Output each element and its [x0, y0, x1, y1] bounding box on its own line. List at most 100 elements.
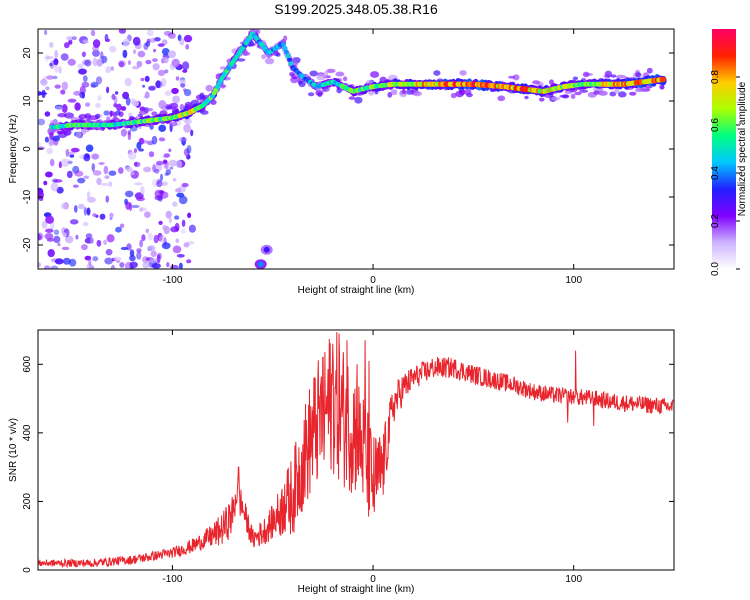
noise-blob: [146, 38, 151, 44]
noise-blob: [43, 76, 47, 83]
ridge-halo: [579, 89, 589, 93]
snr-ticks: -100 0 100 0 200 400 600: [22, 330, 674, 585]
noise-blob: [144, 211, 151, 218]
noise-blob: [110, 264, 116, 269]
noise-blob: [65, 148, 70, 157]
ridge-halo: [614, 87, 620, 94]
noise-blob: [130, 171, 135, 176]
noise-blob: [171, 87, 179, 95]
colorbar-ticks: 0.0 0.2 0.4 0.6 0.8: [710, 70, 740, 276]
noise-blob: [44, 111, 51, 117]
ridge-halo: [335, 71, 345, 77]
noise-blob: [86, 263, 93, 269]
noise-blob: [129, 249, 135, 257]
noise-blob: [85, 144, 94, 153]
noise-blob: [154, 168, 160, 174]
noise-blob: [144, 91, 150, 99]
noise-blob: [161, 48, 170, 56]
noise-blob: [49, 41, 54, 48]
noise-blob: [136, 196, 145, 202]
y-tick-label: 400: [22, 424, 33, 441]
noise-blob: [128, 151, 137, 160]
noise-blob: [136, 60, 143, 68]
noise-blob: [134, 161, 141, 168]
ridge-halo: [145, 108, 154, 112]
noise-blob: [116, 103, 122, 112]
noise-blob: [151, 263, 161, 269]
noise-blob: [171, 58, 180, 68]
noise-blob: [67, 151, 76, 155]
noise-blob: [160, 78, 167, 87]
ridge-halo: [84, 113, 92, 119]
noise-blob: [69, 154, 75, 158]
x-tick-label: 0: [370, 574, 376, 585]
ridge-halo: [459, 89, 466, 96]
ridge-halo: [549, 79, 554, 85]
noise-blob: [44, 29, 48, 35]
noise-blob: [166, 262, 170, 268]
noise-blob: [183, 242, 190, 248]
ridge-halo: [264, 57, 275, 65]
noise-blob: [70, 147, 80, 153]
ridge-halo: [401, 89, 407, 94]
ridge-core: [282, 46, 288, 51]
noise-blob: [45, 171, 53, 178]
ridge-halo: [316, 73, 327, 81]
ridge-halo: [57, 132, 67, 139]
ridge-halo: [169, 121, 178, 127]
noise-blob: [56, 186, 64, 194]
noise-blob: [105, 195, 110, 203]
ridge-halo: [497, 96, 504, 101]
noise-blob: [168, 32, 176, 39]
ridge-halo: [532, 80, 541, 85]
noise-blob: [186, 259, 192, 264]
noise-blob: [129, 254, 136, 262]
y-tick-label: 0: [22, 146, 33, 152]
noise-blob: [40, 79, 47, 84]
noise-blob: [50, 265, 59, 269]
noise-blob: [113, 256, 122, 262]
ridge-halo: [205, 84, 213, 92]
ridge-core: [280, 42, 286, 47]
snr-panel: -100 0 100 0 200 400 600 Height of straight li…: [8, 329, 675, 595]
noise-blob: [46, 147, 54, 155]
ridge-halo: [593, 90, 600, 95]
colorbar-tick-label: 0.4: [710, 166, 721, 180]
noise-blob: [124, 190, 134, 198]
noise-blob: [148, 85, 156, 91]
noise-blob: [136, 251, 142, 260]
colorbar-tick-label: 0.2: [710, 214, 721, 228]
noise-blob: [74, 102, 81, 111]
noise-blob: [172, 178, 177, 182]
noise-blob: [83, 207, 87, 216]
noise-blob: [181, 219, 186, 227]
noise-blob: [134, 182, 143, 186]
noise-blob: [128, 112, 133, 117]
noise-blob: [105, 248, 113, 256]
noise-blob: [75, 234, 79, 240]
noise-blob: [164, 90, 172, 96]
noise-blob: [155, 160, 164, 166]
noise-blob: [103, 239, 107, 245]
x-tick-label: 100: [565, 574, 582, 585]
x-tick-label: -100: [162, 275, 182, 286]
noise-blob: [99, 213, 106, 220]
low-branch-core: [263, 246, 270, 253]
noise-blob: [154, 37, 161, 42]
spectrogram-marks: [38, 29, 667, 269]
noise-blob: [74, 205, 78, 213]
ridge-halo: [604, 70, 613, 78]
noise-blob: [187, 212, 192, 219]
ridge-halo: [354, 96, 363, 104]
x-tick-label: 0: [370, 275, 376, 286]
noise-blob: [159, 235, 167, 243]
noise-blob: [92, 170, 102, 176]
noise-blob: [47, 249, 55, 258]
noise-blob: [43, 180, 48, 186]
ridge-halo: [508, 75, 516, 79]
ridge-halo: [179, 103, 185, 111]
noise-blob: [181, 136, 187, 146]
noise-blob: [120, 106, 127, 111]
